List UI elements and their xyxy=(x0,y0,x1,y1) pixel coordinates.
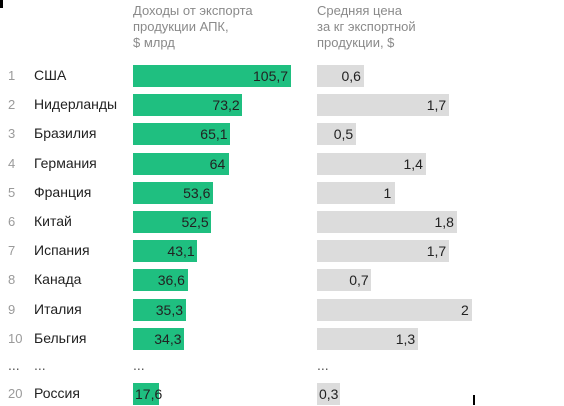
rank-label: 8 xyxy=(8,272,16,288)
revenue-bar xyxy=(133,240,198,263)
price-bar xyxy=(317,298,472,321)
revenue-value-label: 35,3 xyxy=(155,301,184,318)
rank-label: 2 xyxy=(8,97,16,113)
table-row: 5 Франция 53,6 1 xyxy=(0,181,564,204)
price-value-label: 1,4 xyxy=(403,155,423,172)
table-row: 6 Китай 52,5 1,8 xyxy=(0,211,564,233)
table-row: 20 Россия 17,6 0,3 xyxy=(0,383,564,405)
table-row: 2 Нидерланды 73,2 1,7 xyxy=(0,94,564,117)
revenue-bar xyxy=(133,383,160,405)
revenue-column-header: Доходы от экспорта продукции АПК, $ млрд xyxy=(133,3,253,50)
table-row: 8 Канада 36,6 0,7 xyxy=(0,269,564,292)
price-value-label: 1 xyxy=(383,184,392,201)
rank-label: 9 xyxy=(8,301,16,317)
price-bar xyxy=(317,211,457,233)
rank-label: 10 xyxy=(8,330,23,346)
revenue-value-label: 17,6 xyxy=(135,386,163,402)
rank-label: 1 xyxy=(8,68,16,83)
ellipsis: ... xyxy=(8,357,20,373)
ellipsis: ... xyxy=(317,357,329,373)
revenue-value-label: 52,5 xyxy=(181,214,209,230)
country-label: Бельгия xyxy=(34,329,87,346)
rank-label: 7 xyxy=(8,243,16,259)
table-row: 3 Бразилия 65,1 0,5 xyxy=(0,123,564,146)
price-bar xyxy=(317,240,449,263)
revenue-bar xyxy=(133,211,212,233)
price-value-label: 0,7 xyxy=(349,272,369,289)
price-bar xyxy=(317,181,395,204)
rank-label: 3 xyxy=(8,126,16,142)
revenue-value-label: 34,3 xyxy=(154,330,182,347)
country-label: Канада xyxy=(34,271,82,288)
tick-mark xyxy=(473,395,475,405)
rank-label: 20 xyxy=(8,386,23,401)
country-label: США xyxy=(34,67,67,83)
price-column-header: Средняя цена за кг экспортной продукции,… xyxy=(317,3,416,50)
country-label: Италия xyxy=(34,300,82,317)
country-label: Россия xyxy=(34,385,80,401)
price-value-label: 1,8 xyxy=(434,214,454,230)
price-value-label: 0,5 xyxy=(333,126,354,143)
corner-mark xyxy=(0,0,3,8)
price-bar xyxy=(317,327,418,350)
revenue-bar xyxy=(133,152,229,175)
revenue-bar xyxy=(133,327,185,350)
price-value-label: 1,7 xyxy=(426,97,447,114)
table-row: 9 Италия 35,3 2 xyxy=(0,298,564,321)
revenue-value-label: 36,6 xyxy=(157,272,185,289)
price-value-label: 1,7 xyxy=(426,243,447,260)
ellipsis-row: ............ xyxy=(0,357,564,379)
revenue-value-label: 65,1 xyxy=(200,126,228,143)
revenue-bar xyxy=(133,65,291,87)
table-row: 10 Бельгия 34,3 1,3 xyxy=(0,327,564,350)
price-value-label: 0,6 xyxy=(341,68,361,84)
revenue-value-label: 105,7 xyxy=(253,68,289,84)
country-label: Франция xyxy=(34,183,92,200)
price-bar xyxy=(317,65,364,87)
table-row: 4 Германия 64 1,4 xyxy=(0,152,564,175)
revenue-bar xyxy=(133,269,188,292)
revenue-bar xyxy=(133,94,243,117)
revenue-value-label: 64 xyxy=(209,155,226,172)
rank-label: 4 xyxy=(8,155,16,171)
revenue-value-label: 43,1 xyxy=(167,243,195,260)
revenue-value-label: 53,6 xyxy=(183,184,211,201)
table-row: 1 США 105,7 0,6 xyxy=(0,65,564,87)
price-bar xyxy=(317,269,372,292)
price-bar xyxy=(317,123,356,146)
price-bar xyxy=(317,94,449,117)
revenue-bar xyxy=(133,298,186,321)
revenue-bar xyxy=(133,123,231,146)
rank-label: 6 xyxy=(8,214,16,229)
country-label: Китай xyxy=(34,213,72,229)
rank-label: 5 xyxy=(8,184,16,200)
country-label: Нидерланды xyxy=(34,96,118,113)
price-value-label: 2 xyxy=(461,301,469,318)
table-row: 7 Испания 43,1 1,7 xyxy=(0,240,564,263)
revenue-bar xyxy=(133,181,214,204)
price-bar xyxy=(317,152,426,175)
revenue-value-label: 73,2 xyxy=(212,97,240,114)
country-label: Германия xyxy=(34,154,97,171)
price-value-label: 0,3 xyxy=(319,386,339,402)
country-label: Бразилия xyxy=(34,125,97,142)
ellipsis: ... xyxy=(34,357,46,373)
country-label: Испания xyxy=(34,242,90,259)
ellipsis: ... xyxy=(133,357,145,373)
price-value-label: 1,3 xyxy=(395,330,416,347)
price-bar xyxy=(317,383,341,405)
